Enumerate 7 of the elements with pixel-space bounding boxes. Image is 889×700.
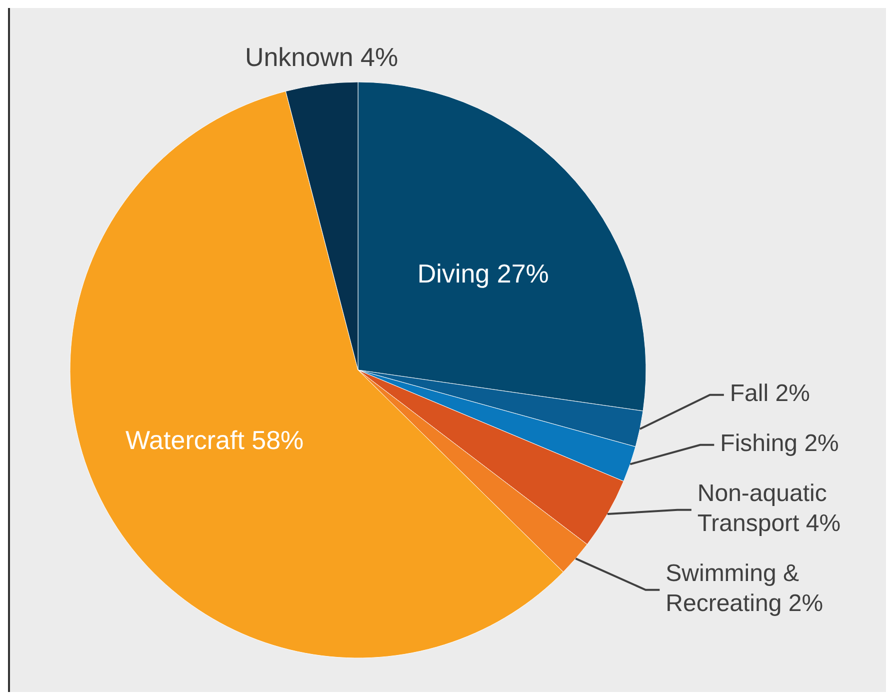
slice-label: Unknown 4% [244,42,398,72]
slice-label: Swimming & Recreating 2% [666,560,824,618]
slice-label: Fishing 2% [720,430,839,458]
slice-label: Watercraft 58% [125,424,304,455]
slice-label: Diving 27% [417,258,549,289]
slice-label: Fall 2% [730,380,810,408]
slice-label: Non-aquatic Transport 4% [697,480,841,538]
